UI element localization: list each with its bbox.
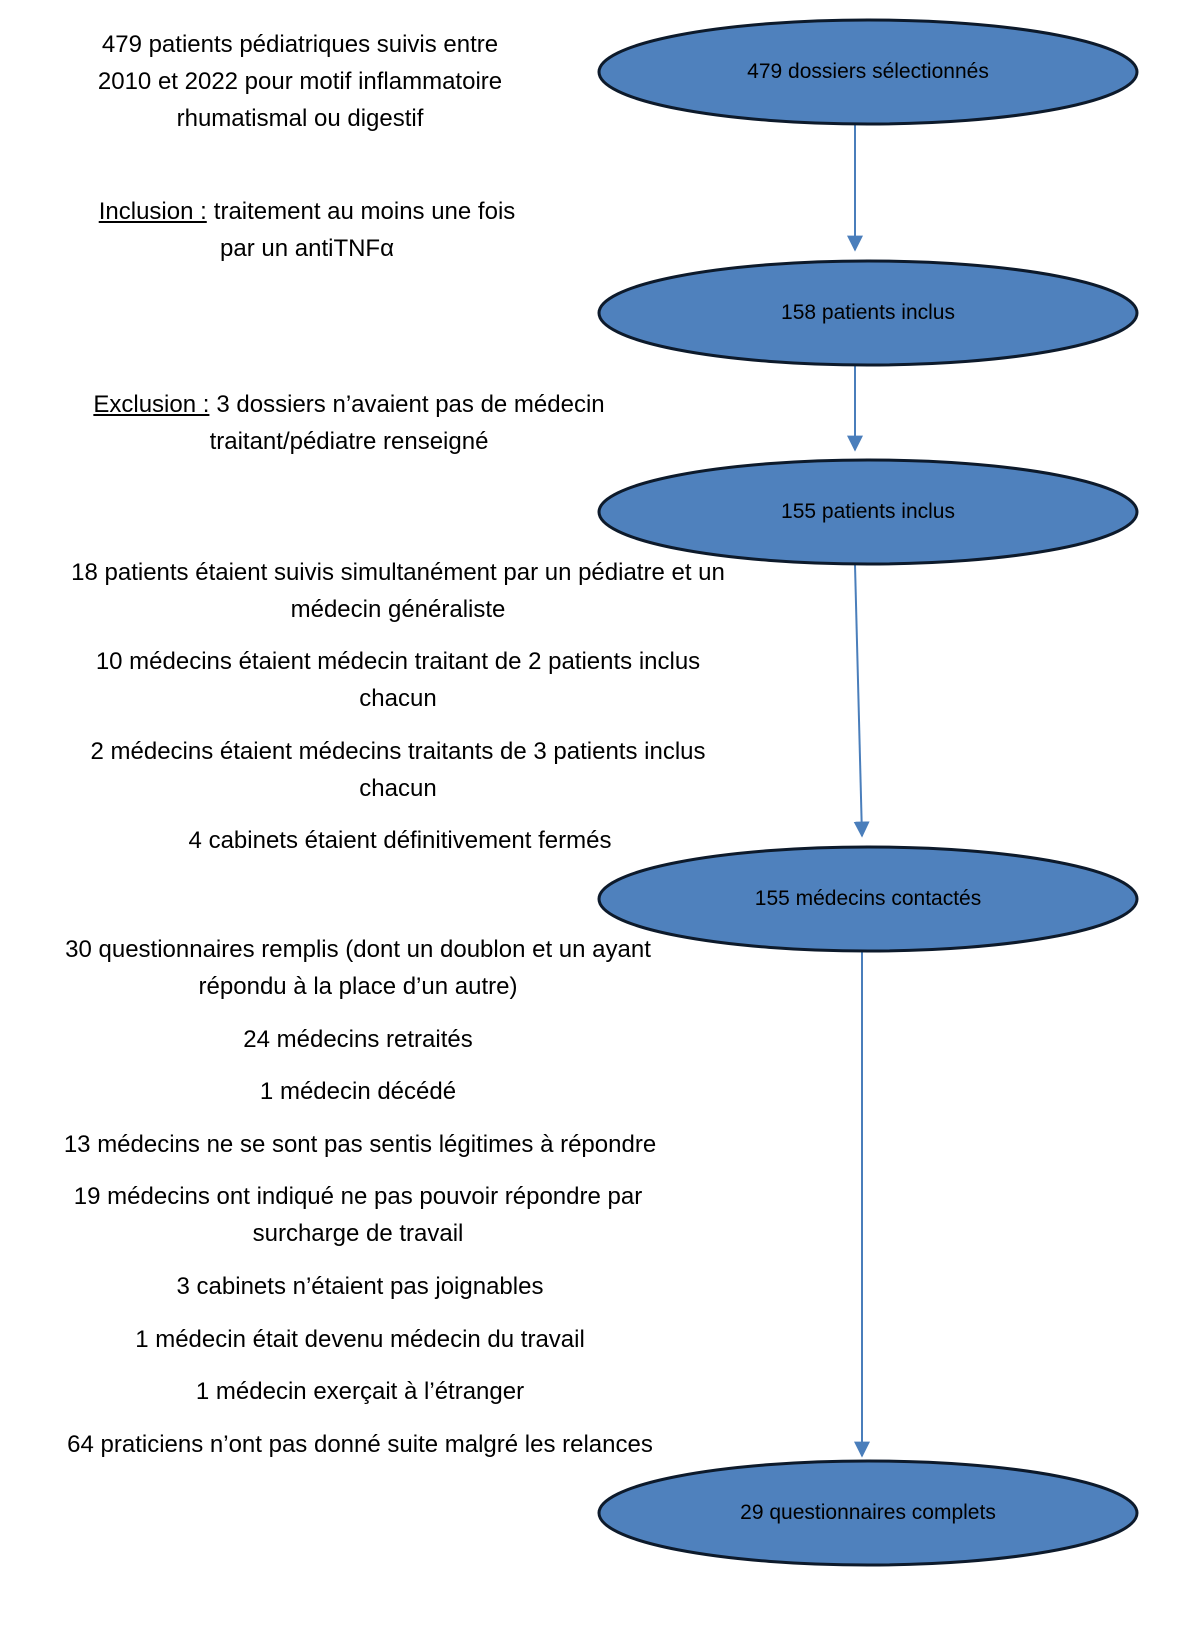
note-text: rhumatismal ou digestif [176, 105, 424, 132]
note-text: chacun [359, 775, 437, 802]
note-line: 24 médecins retraités [243, 1026, 472, 1054]
note-text: 64 praticiens n’ont pas donné suite malg… [67, 1431, 653, 1458]
note-line: surcharge de travail [253, 1220, 464, 1248]
note-line: 13 médecins ne se sont pas sentis légiti… [64, 1131, 656, 1159]
note-line: chacun [359, 775, 436, 803]
node-label: 155 patients inclus [781, 500, 955, 523]
note-line: rhumatismal ou digestif [177, 105, 424, 133]
note-text: traitement au moins une fois [213, 198, 516, 225]
note-text: 3 dossiers n’avaient pas de médecin [216, 391, 605, 418]
note-text: 1 médecin décédé [259, 1078, 457, 1105]
note-line: 64 praticiens n’ont pas donné suite malg… [67, 1431, 653, 1459]
node-label: 158 patients inclus [781, 301, 955, 324]
note-text: surcharge de travail [252, 1220, 464, 1247]
note-text: 24 médecins retraités [243, 1026, 473, 1053]
note-line: Exclusion :3 dossiers n’avaient pas de m… [93, 391, 604, 419]
note-text: répondu à la place d’un autre) [198, 973, 518, 1000]
note-line: répondu à la place d’un autre) [199, 973, 518, 1001]
node-ellipse [597, 259, 1139, 367]
node-label: 29 questionnaires complets [740, 1501, 996, 1524]
note-text: 13 médecins ne se sont pas sentis légiti… [63, 1131, 657, 1158]
node-label: 479 dossiers sélectionnés [747, 60, 989, 83]
note-text: traitant/pédiatre renseigné [209, 428, 489, 455]
note-heading: Inclusion : [98, 198, 207, 225]
note-text: 30 questionnaires remplis (dont un doubl… [65, 936, 651, 963]
note-line: 2 médecins étaient médecins traitants de… [90, 738, 705, 766]
note-line: 19 médecins ont indiqué ne pas pouvoir r… [74, 1183, 642, 1211]
note-line: 1 médecin était devenu médecin du travai… [135, 1326, 585, 1354]
note-text: médecin généraliste [290, 596, 506, 623]
note-line: traitant/pédiatre renseigné [210, 428, 489, 456]
note-text: 2010 et 2022 pour motif inflammatoire [97, 68, 503, 95]
note-text: 18 patients étaient suivis simultanément… [71, 559, 725, 586]
node-ellipse [597, 1459, 1139, 1567]
note-line: 4 cabinets étaient définitivement fermés [189, 827, 612, 855]
note-line: chacun [359, 685, 436, 713]
node-ellipse [597, 845, 1139, 953]
note-line: médecin généraliste [291, 596, 506, 624]
note-text: 10 médecins étaient médecin traitant de … [95, 648, 701, 675]
note-line: 2010 et 2022 pour motif inflammatoire [98, 68, 502, 96]
note-line: 1 médecin exerçait à l’étranger [196, 1378, 524, 1406]
note-line: 30 questionnaires remplis (dont un doubl… [65, 936, 651, 964]
note-text: 1 médecin exerçait à l’étranger [195, 1378, 525, 1405]
note-line: Inclusion : traitement au moins une fois [99, 198, 516, 226]
note-line: 1 médecin décédé [260, 1078, 456, 1106]
note-text: 2 médecins étaient médecins traitants de… [90, 738, 706, 765]
note-heading: Exclusion : [93, 391, 210, 418]
note-line: 479 patients pédiatriques suivis entre [102, 31, 498, 59]
node-ellipse [597, 458, 1139, 566]
note-text: 479 patients pédiatriques suivis entre [101, 31, 499, 58]
note-text: 19 médecins ont indiqué ne pas pouvoir r… [73, 1183, 643, 1210]
note-text: 1 médecin était devenu médecin du travai… [135, 1326, 585, 1353]
note-text: 3 cabinets n’étaient pas joignables [176, 1273, 544, 1300]
note-text: 4 cabinets étaient définitivement fermés [188, 827, 612, 854]
note-line: par un antiTNFα [220, 235, 394, 263]
note-line: 10 médecins étaient médecin traitant de … [96, 648, 700, 676]
node-label: 155 médecins contactés [754, 887, 982, 910]
note-line: 3 cabinets n’étaient pas joignables [177, 1273, 544, 1301]
arrow [853, 564, 870, 838]
note-text: par un antiTNFα [220, 235, 394, 262]
note-line: 18 patients étaient suivis simultanément… [71, 559, 725, 587]
node-ellipse [597, 18, 1139, 126]
note-text: chacun [359, 685, 437, 712]
